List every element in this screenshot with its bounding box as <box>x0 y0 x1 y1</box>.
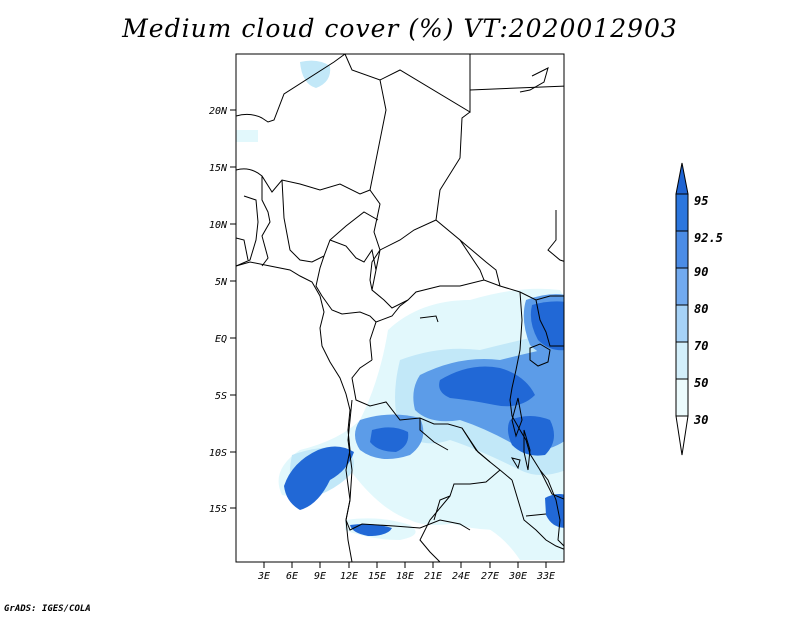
lon-label: 18E <box>396 571 414 582</box>
country-border <box>236 195 259 267</box>
country-border <box>547 210 564 262</box>
country-border <box>281 179 379 263</box>
colorbar-segment <box>675 378 689 417</box>
map-frame <box>235 53 565 563</box>
colorbar-segment <box>675 193 689 232</box>
grads-credit: GrADS: IGES/COLA <box>4 604 91 614</box>
lat-label: 20N <box>209 106 228 117</box>
country-border <box>433 469 501 521</box>
colorbar-label: 80 <box>694 302 708 316</box>
lat-label: 5S <box>215 391 227 402</box>
country-border <box>236 168 371 195</box>
country-border <box>375 299 409 323</box>
cloud-area-dense <box>284 446 354 510</box>
colorbar-segment <box>675 304 689 343</box>
country-border <box>469 85 564 91</box>
colorbar-bottom-arrow <box>675 415 689 456</box>
colorbar-label: 95 <box>694 194 708 208</box>
country-borders <box>236 54 564 562</box>
coastline <box>236 261 351 521</box>
lon-label: 6E <box>286 571 298 582</box>
cloud-area-dense <box>370 427 409 452</box>
colorbar-label: 30 <box>693 413 708 427</box>
lat-label: 10N <box>209 220 228 231</box>
lake <box>419 315 439 323</box>
lat-label: 10S <box>209 448 227 459</box>
colorbar-label: 70 <box>694 339 708 353</box>
country-border <box>539 469 564 547</box>
lon-label: 33E <box>536 571 555 582</box>
lon-label: 15E <box>368 571 386 582</box>
lon-label: 9E <box>314 571 326 582</box>
lake <box>523 429 531 471</box>
lon-label: 30E <box>508 571 527 582</box>
country-border <box>435 111 485 281</box>
cloud-area-light <box>236 130 258 142</box>
country-border <box>315 255 377 361</box>
longitude-axis: 3E 6E 9E 12E 15E 18E 21E 24E 27E 30E 33E <box>257 562 555 582</box>
lon-label: 27E <box>481 571 499 582</box>
colorbar <box>675 162 689 456</box>
country-border <box>419 495 451 562</box>
lon-label: 12E <box>340 571 358 582</box>
colorbar-label: 90 <box>694 265 708 279</box>
lat-label: 5N <box>215 277 228 288</box>
lon-label: 24E <box>452 571 470 582</box>
colorbar-label: 50 <box>694 376 708 390</box>
lat-label: 15N <box>209 163 228 174</box>
colorbar-segment <box>675 267 689 306</box>
lat-label: 15S <box>209 504 227 515</box>
country-border <box>369 79 387 271</box>
lake <box>510 457 521 470</box>
country-border <box>369 219 437 291</box>
country-border <box>459 239 501 287</box>
country-border <box>236 54 346 123</box>
country-border <box>461 427 491 463</box>
lake <box>525 513 547 517</box>
colorbar-label: 92.5 <box>694 231 723 245</box>
country-border <box>261 176 271 267</box>
map-title: Medium cloud cover (%) VT:2020012903 <box>122 14 678 43</box>
cloud-field <box>236 60 564 560</box>
colorbar-top-arrow <box>675 162 689 195</box>
country-border <box>345 399 471 531</box>
lon-label: 21E <box>424 571 442 582</box>
country-border <box>511 479 564 550</box>
lake <box>529 343 551 367</box>
colorbar-segment <box>675 230 689 269</box>
colorbar-segment <box>675 341 689 380</box>
lake <box>519 67 549 93</box>
colorbar-labels: 95 92.5 90 80 70 50 30 <box>693 194 723 427</box>
lon-label: 3E <box>257 571 270 582</box>
cloud-area-dense <box>545 494 564 528</box>
country-border <box>345 519 353 562</box>
country-border <box>344 54 471 113</box>
country-border <box>535 299 564 347</box>
country-border <box>419 418 449 451</box>
country-border <box>329 239 564 309</box>
lat-label: EQ <box>215 334 227 345</box>
cloud-area-dense <box>350 524 392 536</box>
latitude-axis: 20N 15N 10N 5N EQ 5S 10S 15S <box>209 106 236 515</box>
lake <box>511 397 523 438</box>
country-border <box>236 237 249 261</box>
